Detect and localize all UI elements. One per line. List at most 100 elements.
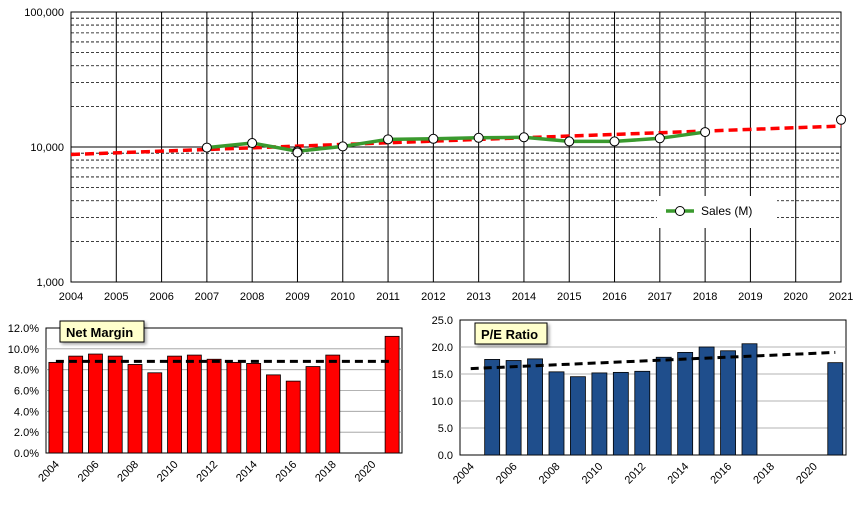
gridlines — [460, 346, 846, 429]
x-axis-ticks: 2004 2006 2008 2010 2012 2014 2016 2018 … — [36, 459, 378, 485]
y-tick-label: 1,000 — [36, 277, 64, 289]
bar — [827, 362, 844, 456]
title-text: P/E Ratio — [481, 327, 538, 342]
pe-ratio-trend-line — [470, 350, 836, 371]
x-tick-label: 2020 — [353, 459, 379, 485]
bar — [48, 361, 64, 454]
y-tick-label: 6.0% — [14, 386, 39, 398]
y-axis-ticks: 12.0% 10.0% 8.0% 6.0% 4.0% 2.0% 0.0% — [8, 323, 39, 460]
trend-line — [70, 124, 842, 157]
sales-point — [201, 142, 212, 153]
x-tick-label: 2004 — [36, 459, 62, 485]
y-tick-label: 8.0% — [14, 365, 39, 377]
x-tick-label: 2004 — [451, 461, 477, 487]
x-tick-label: 2012 — [194, 459, 220, 485]
x-axis-ticks: 2004 2006 2008 2010 2012 2014 2016 2018 … — [451, 461, 820, 487]
bar — [505, 360, 522, 456]
bar — [246, 363, 262, 454]
x-tick-label: 2019 — [738, 291, 762, 303]
bar — [285, 380, 301, 454]
y-tick-label: 20.0 — [432, 342, 453, 354]
bar — [325, 354, 341, 454]
x-tick-label: 2016 — [274, 459, 300, 485]
x-tick-label: 2018 — [313, 459, 339, 485]
bar — [612, 371, 629, 456]
trend-line — [470, 350, 836, 371]
bar — [591, 372, 608, 456]
bar — [88, 353, 103, 454]
net-margin-bar-chart: 12.0% 10.0% 8.0% 6.0% 4.0% 2.0% 0.0% 200… — [8, 320, 403, 485]
bar — [570, 376, 586, 456]
x-tick-label: 2007 — [195, 291, 219, 303]
bar — [484, 359, 501, 456]
x-tick-label: 2014 — [512, 291, 536, 303]
bar — [384, 335, 400, 454]
bar — [548, 371, 565, 456]
x-tick-label: 2011 — [376, 291, 400, 303]
sales-point — [564, 136, 575, 147]
x-tick-label: 2010 — [155, 459, 181, 485]
sales-trend-line — [70, 124, 842, 157]
bar — [206, 358, 222, 454]
x-tick-label: 2020 — [794, 461, 820, 487]
projection-point — [836, 114, 846, 125]
x-tick-label: 2010 — [580, 461, 606, 487]
title-text: Net Margin — [66, 325, 133, 340]
x-tick-label: 2018 — [693, 291, 717, 303]
sales-line-chart: 100,000 10,000 1,000 2004 2005 2006 2007… — [24, 7, 853, 303]
y-tick-label: 100,000 — [24, 7, 64, 19]
x-tick-label: 2016 — [708, 461, 734, 487]
bar — [107, 355, 123, 454]
x-tick-label: 2008 — [115, 459, 141, 485]
bar — [655, 356, 672, 456]
y-tick-label: 0.0% — [14, 448, 39, 460]
bar — [698, 346, 715, 456]
bar — [266, 374, 281, 454]
x-tick-label: 2014 — [234, 459, 260, 485]
bar — [741, 343, 758, 456]
sales-point — [383, 134, 394, 145]
bar — [677, 351, 694, 456]
bar — [720, 350, 736, 456]
y-tick-label: 12.0% — [8, 323, 39, 335]
net-margin-bars — [48, 335, 400, 454]
bar — [527, 358, 543, 456]
bar — [167, 355, 182, 454]
x-tick-label: 2017 — [648, 291, 672, 303]
y-tick-label: 4.0% — [14, 406, 39, 418]
legend-marker — [675, 206, 685, 216]
x-tick-label: 2016 — [602, 291, 626, 303]
pe-ratio-bar-chart: 25.0 20.0 15.0 10.0 5.0 0.0 2004 2006 20… — [432, 315, 847, 487]
bar — [147, 372, 163, 454]
gridlines — [46, 348, 402, 433]
y-tick-label: 0.0 — [438, 450, 453, 462]
y-tick-label: 10.0% — [8, 344, 39, 356]
sales-series — [201, 114, 846, 158]
y-tick-label: 10,000 — [30, 142, 64, 154]
x-tick-label: 2012 — [421, 291, 445, 303]
x-tick-label: 2021 — [829, 291, 853, 303]
x-tick-label: 2020 — [783, 291, 807, 303]
bar — [634, 370, 651, 456]
x-tick-label: 2018 — [751, 461, 777, 487]
bar — [305, 366, 321, 454]
bar — [186, 354, 202, 454]
x-tick-label: 2015 — [557, 291, 581, 303]
x-tick-label: 2010 — [331, 291, 355, 303]
chart-title: Net Margin — [59, 320, 145, 343]
bar — [226, 361, 242, 454]
bar — [68, 355, 84, 454]
sales-point — [247, 138, 258, 149]
title-box — [474, 322, 548, 345]
x-tick-label: 2006 — [76, 459, 102, 485]
projection-point — [292, 147, 303, 158]
gridlines — [71, 12, 841, 282]
x-tick-label: 2008 — [537, 461, 563, 487]
x-tick-label: 2012 — [623, 461, 649, 487]
y-tick-label: 25.0 — [432, 315, 453, 327]
x-tick-label: 2006 — [149, 291, 173, 303]
x-tick-label: 2014 — [665, 461, 691, 487]
y-tick-label: 5.0 — [438, 423, 453, 435]
